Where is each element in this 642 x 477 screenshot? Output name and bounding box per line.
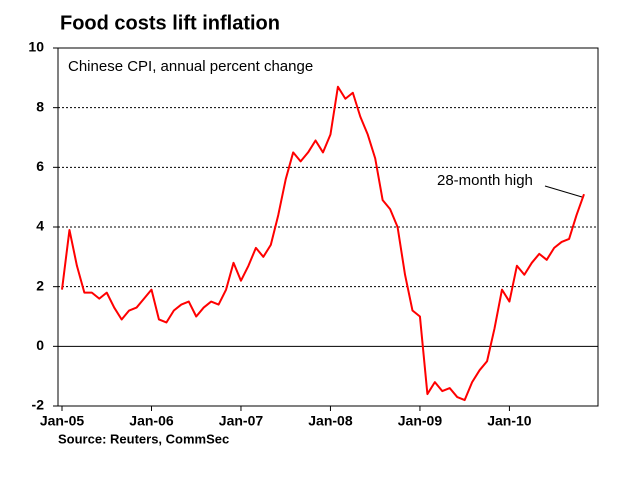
x-tick-label: Jan-05 <box>40 413 85 429</box>
x-tick-label: Jan-06 <box>129 413 174 429</box>
y-tick-label: 0 <box>36 337 44 353</box>
x-tick-label: Jan-07 <box>219 413 264 429</box>
y-tick-label: 8 <box>36 98 44 114</box>
chart-title: Food costs lift inflation <box>60 12 280 34</box>
y-tick-label: -2 <box>32 397 45 413</box>
x-tick-label: Jan-10 <box>487 413 532 429</box>
source: Source: Reuters, CommSec <box>58 431 229 446</box>
y-tick-label: 4 <box>36 218 44 234</box>
chart-subtitle: Chinese CPI, annual percent change <box>68 58 313 75</box>
x-tick-label: Jan-09 <box>398 413 443 429</box>
x-tick-label: Jan-08 <box>308 413 353 429</box>
annotation: 28-month high <box>437 172 533 189</box>
cpi-line <box>61 85 585 402</box>
annotation-leader <box>544 185 583 198</box>
y-tick-label: 6 <box>36 158 44 174</box>
y-tick-label: 2 <box>36 277 44 293</box>
plot-frame <box>57 47 599 407</box>
y-tick-label: 10 <box>28 39 44 55</box>
